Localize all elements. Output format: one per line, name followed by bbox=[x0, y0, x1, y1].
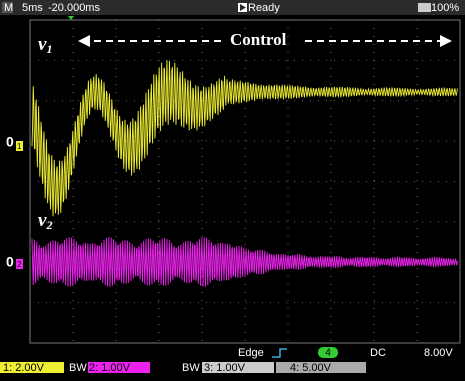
timebase: 5ms bbox=[22, 2, 43, 14]
trigger-level: 8.00V bbox=[424, 347, 453, 359]
trigger-source: 4 bbox=[325, 348, 331, 359]
ground-marker-channel: 1 bbox=[17, 142, 22, 151]
arrow-head-right bbox=[440, 35, 452, 47]
graticule bbox=[30, 20, 460, 343]
ground-marker-channel: 2 bbox=[17, 260, 22, 269]
oscilloscope-screen: M 5ms -20.000ms Ready 100% v1 v2 Control… bbox=[0, 0, 465, 381]
ch2-scale: 2: 1.00V bbox=[89, 362, 131, 374]
ch1-scale: 1: 2.00V bbox=[3, 362, 45, 374]
delay: -20.000ms bbox=[48, 2, 100, 14]
ground-marker: 0 bbox=[6, 134, 14, 150]
trigger-position bbox=[68, 16, 74, 20]
v2-sub: 2 bbox=[45, 218, 52, 232]
ch2-bw: BW bbox=[182, 362, 200, 374]
trigger-type: Edge bbox=[238, 347, 264, 359]
battery: 100% bbox=[431, 2, 459, 14]
trigger-coupling: DC bbox=[370, 347, 386, 359]
edge-icon bbox=[272, 349, 287, 357]
v2-label: v2 bbox=[38, 210, 52, 231]
ground-marker: 0 bbox=[6, 254, 14, 270]
ch3-scale: 3: 1.00V bbox=[204, 362, 246, 374]
ch1-trace bbox=[32, 60, 457, 216]
arrow-head-left bbox=[78, 35, 90, 47]
ch4-scale: 4: 5.00V bbox=[290, 362, 332, 374]
v1-sub: 1 bbox=[46, 42, 52, 56]
state: Ready bbox=[248, 2, 280, 14]
mode: M bbox=[4, 2, 13, 14]
control-label: Control bbox=[230, 30, 287, 49]
ch1-bw: BW bbox=[69, 362, 87, 374]
battery-icon bbox=[418, 3, 431, 12]
v1-label: v1 bbox=[38, 34, 52, 55]
